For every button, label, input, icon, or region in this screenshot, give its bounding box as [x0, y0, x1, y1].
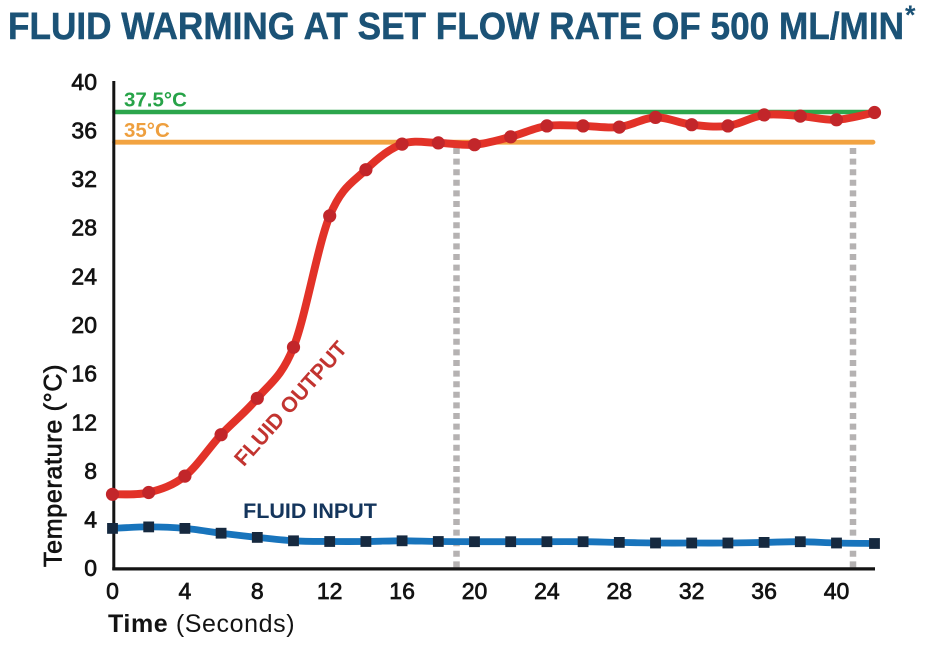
- svg-text:12: 12: [317, 578, 343, 604]
- svg-text:32: 32: [71, 166, 97, 192]
- svg-text:Time (Seconds): Time (Seconds): [108, 610, 295, 638]
- svg-text:28: 28: [607, 578, 633, 604]
- svg-text:FLUID WARMING AT SET FLOW RATE: FLUID WARMING AT SET FLOW RATE OF 500 ML…: [8, 6, 904, 48]
- svg-text:32: 32: [679, 578, 705, 604]
- svg-text:12: 12: [71, 409, 97, 435]
- svg-text:Temperature (°C): Temperature (°C): [40, 364, 68, 567]
- svg-text:24: 24: [534, 578, 560, 604]
- svg-text:20: 20: [71, 312, 97, 338]
- svg-text:16: 16: [71, 361, 97, 387]
- svg-text:35°C: 35°C: [124, 119, 170, 142]
- svg-text:16: 16: [389, 578, 415, 604]
- svg-text:*: *: [905, 0, 916, 30]
- svg-text:36: 36: [71, 117, 97, 143]
- svg-text:8: 8: [84, 458, 97, 484]
- svg-text:0: 0: [106, 578, 119, 604]
- svg-text:37.5°C: 37.5°C: [124, 89, 187, 112]
- svg-text:40: 40: [824, 578, 850, 604]
- svg-text:40: 40: [71, 69, 97, 95]
- svg-text:20: 20: [462, 578, 488, 604]
- svg-text:28: 28: [71, 215, 97, 241]
- svg-text:36: 36: [751, 578, 777, 604]
- svg-text:4: 4: [84, 507, 97, 533]
- svg-text:8: 8: [251, 578, 264, 604]
- svg-text:FLUID INPUT: FLUID INPUT: [243, 499, 377, 523]
- svg-text:24: 24: [71, 263, 97, 289]
- svg-text:0: 0: [84, 555, 97, 581]
- svg-text:4: 4: [179, 578, 192, 604]
